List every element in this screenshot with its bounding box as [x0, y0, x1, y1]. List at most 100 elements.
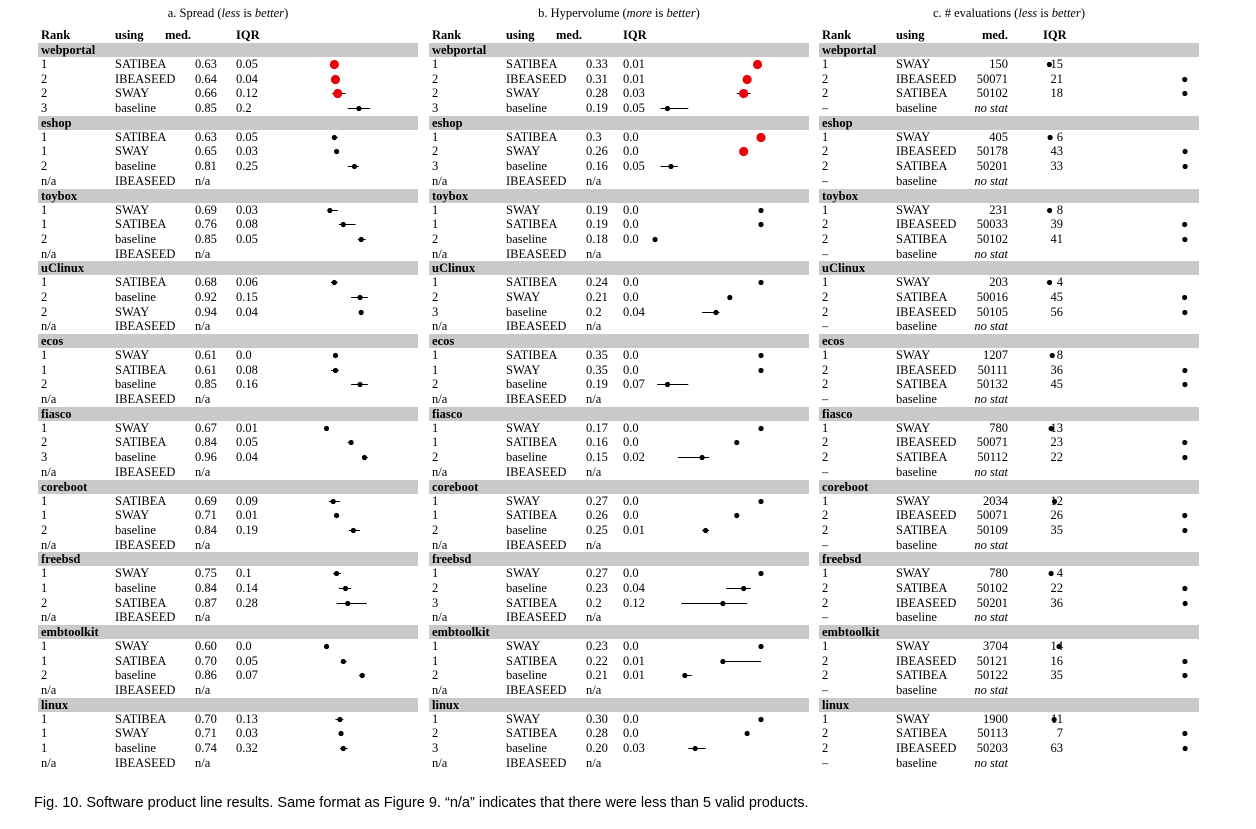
median-cell: n/a — [586, 537, 602, 552]
table-row: 2 SATIBEA 50113 7 — [819, 726, 1199, 741]
product-line-name: webportal — [819, 43, 1199, 57]
panel-evaluations: c. # evaluations (less is better) Rank usi… — [819, 6, 1199, 786]
product-line-group: freebsd 1 SWAY 0.75 0.1 1 baseline 0.84 0.14 2 SAT… — [38, 552, 418, 625]
method-cell: SWAY — [896, 129, 931, 144]
method-cell: SWAY — [115, 508, 150, 523]
iqr-cell: 45 — [1050, 377, 1064, 392]
product-line-name: coreboot — [38, 479, 418, 494]
method-cell: SWAY — [896, 275, 931, 290]
method-cell: IBEASEED — [506, 755, 567, 770]
median-marker — [1046, 280, 1053, 286]
product-line-name: linux — [38, 697, 418, 712]
median-cell: 50109 — [976, 522, 1008, 537]
best-median-marker — [333, 89, 343, 99]
table-row: n/a IBEASEED n/a — [429, 247, 809, 262]
iqr-cell: 8 — [1056, 202, 1063, 217]
median-marker — [356, 105, 362, 112]
table-row: 1 SWAY 0.61 0.0 — [38, 348, 418, 363]
rank-cell: 2 — [822, 726, 829, 741]
iqr-cell: 33 — [1050, 159, 1064, 174]
table-row: 2 baseline 0.84 0.19 — [38, 523, 418, 538]
rank-cell: 2 — [822, 595, 829, 610]
product-line-name: linux — [819, 697, 1199, 712]
table-row: – baseline no stat — [819, 174, 1199, 189]
table-row: – baseline no stat — [819, 756, 1199, 771]
iqr-cell: 22 — [1050, 450, 1064, 465]
median-cell: 50122 — [976, 668, 1008, 683]
method-cell: IBEASEED — [506, 392, 567, 407]
column-header-using: using — [896, 28, 925, 42]
whisker-plot — [734, 440, 740, 446]
median-cell: 50071 — [976, 508, 1008, 523]
iqr-cell: 56 — [1050, 304, 1064, 319]
median-cell: 0.25 — [586, 522, 608, 537]
results-table: webportal 1 SATIBEA 0.33 0.01 2 IBEASEED 0.31 0.… — [429, 43, 809, 771]
table-row: 2 SWAY 0.94 0.04 — [38, 305, 418, 320]
median-marker — [758, 643, 764, 650]
method-cell: baseline — [896, 537, 937, 552]
median-cell: no stat — [974, 537, 1008, 552]
method-cell: baseline — [506, 304, 547, 319]
table-row: n/a IBEASEED n/a — [429, 683, 809, 698]
table-row: – baseline no stat — [819, 610, 1199, 625]
rank-cell: n/a — [41, 464, 57, 479]
rank-cell: 2 — [41, 522, 48, 537]
whisker-plot — [742, 74, 752, 84]
median-cell: 0.63 — [195, 57, 217, 71]
iqr-cell: 0.0 — [623, 493, 639, 508]
median-marker — [323, 643, 330, 650]
median-cell: no stat — [974, 755, 1008, 770]
table-row: 2 IBEASEED 50111 36 — [819, 363, 1199, 378]
product-line-group: toybox 1 SWAY 0.69 0.03 1 SATIBEA 0.76 0.08 2 base… — [38, 188, 418, 262]
rank-cell: 1 — [41, 493, 48, 508]
median-marker — [331, 280, 337, 286]
iqr-cell: 0.0 — [623, 639, 639, 653]
whisker-plot — [657, 382, 689, 388]
method-cell: SATIBEA — [115, 653, 167, 668]
median-cell: 0.19 — [586, 217, 608, 232]
whisker-plot — [331, 280, 338, 286]
product-line-name: fiasco — [429, 406, 809, 421]
method-cell: SWAY — [506, 420, 541, 435]
table-row: 2 baseline 0.85 0.05 — [38, 232, 418, 247]
whisker-plot — [1048, 425, 1054, 431]
method-cell: SATIBEA — [115, 595, 167, 610]
method-cell: IBEASEED — [506, 71, 567, 86]
table-row: 1 SWAY 0.71 0.03 — [38, 726, 418, 741]
table-row: 1 SWAY 780 13 — [819, 421, 1199, 436]
whisker-plot — [727, 294, 733, 301]
whisker-plot — [1182, 658, 1188, 664]
product-line-group: linux 1 SWAY 0.30 0.0 2 SATIBEA 0.28 0.0 3 baselin… — [429, 697, 809, 771]
table-row: 1 SWAY 150 15 — [819, 57, 1199, 72]
iqr-cell: 0.0 — [623, 231, 639, 246]
median-cell: 50102 — [976, 231, 1008, 246]
median-cell: 0.3 — [586, 129, 602, 144]
median-cell: n/a — [195, 610, 211, 625]
table-row: 1 SATIBEA 0.24 0.0 — [429, 275, 809, 290]
rank-cell: 2 — [41, 304, 48, 319]
method-cell: SATIBEA — [896, 668, 948, 683]
table-row: 3 baseline 0.16 0.05 — [429, 159, 809, 174]
median-cell: n/a — [586, 755, 602, 770]
median-marker — [1051, 498, 1058, 504]
iqr-cell: 0.03 — [236, 144, 258, 159]
panel-title: b. Hypervolume (more is better) — [429, 6, 809, 22]
median-cell: 0.2 — [586, 595, 602, 610]
iqr-cell: 0.14 — [236, 580, 258, 595]
iqr-cell: 16 — [1050, 653, 1064, 668]
table-row: 1 SATIBEA 0.33 0.01 — [429, 57, 809, 72]
table-row: 2 SATIBEA 50112 22 — [819, 450, 1199, 465]
median-cell: 780 — [989, 566, 1008, 581]
table-row: 1SWAY203412 — [819, 494, 1199, 509]
product-line-group: fiasco 1 SWAY 0.67 0.01 2 SATIBEA 0.84 0.05 3 base… — [38, 406, 418, 480]
median-cell: 0.96 — [195, 450, 217, 465]
column-header-rank: Rank — [822, 28, 852, 42]
rank-cell: 1 — [432, 711, 439, 726]
median-cell: 0.21 — [586, 289, 608, 304]
product-line-group: uClinux 1 SATIBEA 0.68 0.06 2 baseline 0.92 0.15… — [38, 261, 418, 334]
iqr-cell: 0.0 — [623, 289, 639, 304]
iqr-cell: 0.0 — [623, 726, 639, 741]
table-row: 1 SATIBEA 0.69 0.09 — [38, 494, 418, 509]
median-marker — [1182, 222, 1188, 228]
rank-cell: 2 — [41, 231, 48, 246]
